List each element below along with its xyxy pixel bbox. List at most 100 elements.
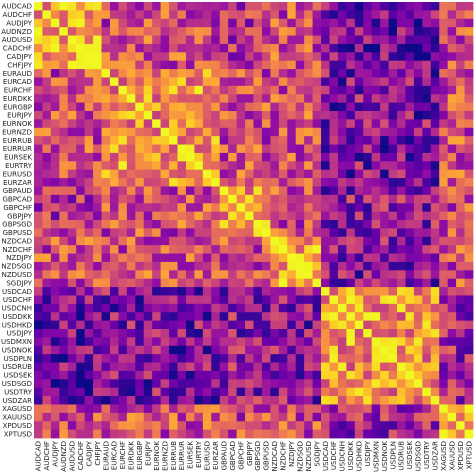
heatmap-cell (169, 169, 178, 179)
heatmap-cell (346, 253, 356, 263)
heatmap-cell (346, 136, 356, 145)
heatmap-cell (363, 320, 373, 330)
heatmap-cell (456, 261, 465, 271)
heatmap-cell (42, 127, 52, 137)
heatmap-cell (228, 136, 238, 145)
heatmap-cell (118, 144, 128, 154)
heatmap-cell (397, 404, 406, 414)
heatmap-cell (34, 161, 43, 171)
heatmap-cell (185, 354, 195, 363)
heatmap-cell (211, 429, 221, 439)
heatmap-cell (312, 203, 322, 213)
heatmap-cell (278, 43, 288, 53)
heatmap-cell (270, 127, 280, 137)
heatmap-cell (380, 261, 389, 271)
heatmap-cell (177, 337, 187, 347)
heatmap-cell (194, 295, 204, 305)
heatmap-cell (270, 278, 280, 288)
heatmap-cell (211, 211, 221, 221)
heatmap-cell (76, 312, 86, 322)
heatmap-cell (101, 203, 111, 213)
heatmap-cell (304, 220, 313, 229)
heatmap-cell (160, 169, 170, 179)
heatmap-cell (76, 169, 86, 179)
heatmap-cell (169, 278, 178, 288)
x-tick-label: NZDSGD (296, 441, 304, 472)
heatmap-cell (245, 320, 254, 330)
heatmap-cell (135, 18, 145, 28)
heatmap-cell (101, 329, 111, 338)
heatmap-cell (354, 77, 364, 87)
heatmap-cell (50, 253, 60, 263)
heatmap-cell (430, 345, 440, 355)
heatmap-cell (34, 278, 43, 288)
heatmap-cell (101, 169, 111, 179)
heatmap-cell (287, 119, 297, 129)
heatmap-cell (93, 228, 102, 238)
heatmap-cell (126, 396, 136, 405)
heatmap-cell (109, 111, 119, 120)
heatmap-cell (312, 119, 322, 129)
heatmap-cell (447, 94, 457, 104)
heatmap-cell (253, 27, 263, 36)
heatmap-cell (67, 111, 77, 120)
heatmap-cell (194, 35, 204, 45)
heatmap-cell (126, 94, 136, 104)
heatmap-cell (261, 119, 271, 129)
heatmap-cell (397, 2, 406, 11)
heatmap-cell (177, 253, 187, 263)
heatmap-cell (354, 35, 364, 45)
heatmap-cell (160, 329, 170, 338)
heatmap-cell (329, 161, 339, 171)
heatmap-cell (337, 77, 347, 87)
heatmap-cell (219, 69, 229, 78)
heatmap-cell (380, 404, 389, 414)
x-tick-label: GBPAUD (220, 441, 228, 470)
heatmap-cell (287, 354, 297, 363)
heatmap-cell (67, 18, 77, 28)
heatmap-cell (152, 102, 162, 112)
heatmap-cell (447, 161, 457, 171)
heatmap-cell (67, 136, 77, 145)
heatmap-cell (321, 236, 330, 246)
heatmap-cell (312, 379, 322, 389)
heatmap-cell (50, 52, 60, 62)
heatmap-cell (194, 18, 204, 28)
heatmap-cell (152, 136, 162, 145)
heatmap-cell (397, 186, 406, 196)
heatmap-cell (287, 52, 297, 62)
heatmap-cell (270, 186, 280, 196)
heatmap-cell (354, 320, 364, 330)
heatmap-cell (84, 404, 94, 414)
heatmap-cell (278, 287, 288, 296)
heatmap-cell (185, 253, 195, 263)
heatmap-cell (422, 69, 432, 78)
heatmap-cell (464, 35, 474, 45)
heatmap-cell (329, 85, 339, 95)
heatmap-cell (447, 362, 457, 372)
heatmap-cell (270, 329, 280, 338)
heatmap-cell (456, 102, 465, 112)
heatmap-cell (42, 220, 52, 229)
heatmap-cell (456, 161, 465, 171)
heatmap-cell (118, 178, 128, 187)
heatmap-cell (194, 136, 204, 145)
heatmap-cell (245, 152, 254, 162)
heatmap-cell (413, 136, 423, 145)
heatmap-cell (261, 412, 271, 422)
heatmap-cell (101, 136, 111, 145)
heatmap-cell (261, 396, 271, 405)
heatmap-cell (321, 337, 330, 347)
heatmap-cell (118, 345, 128, 355)
heatmap-cell (84, 253, 94, 263)
heatmap-cell (278, 295, 288, 305)
heatmap-cell (422, 77, 432, 87)
heatmap-cell (236, 27, 246, 36)
heatmap-cell (194, 236, 204, 246)
heatmap-cell (143, 2, 153, 11)
heatmap-cell (363, 387, 373, 397)
heatmap-cell (337, 387, 347, 397)
heatmap-cell (160, 102, 170, 112)
heatmap-cell (152, 144, 162, 154)
heatmap-cell (185, 312, 195, 322)
